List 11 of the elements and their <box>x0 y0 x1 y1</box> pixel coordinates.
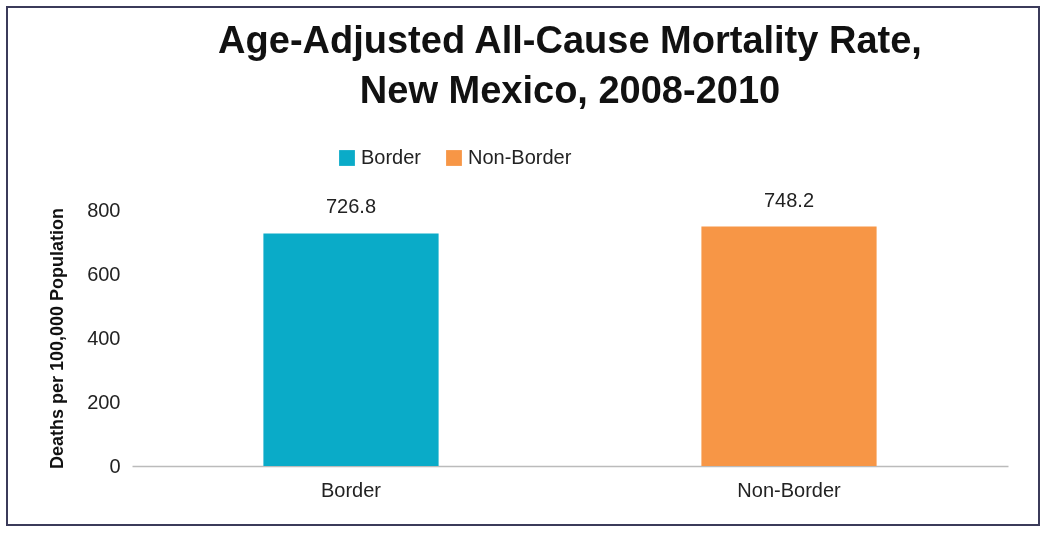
y-tick-label: 400 <box>87 326 121 349</box>
legend-label: Border <box>361 146 422 168</box>
y-tick-label: 0 <box>109 454 121 477</box>
y-axis-title: Deaths per 100,000 Population <box>47 207 68 470</box>
y-tick-label: 600 <box>87 262 121 285</box>
chart-title: Age-Adjusted All-Cause Mortality Rate, New Mexico, 2008-2010 <box>218 18 922 111</box>
data-label: 726.8 <box>325 195 377 218</box>
data-label: 748.2 <box>763 188 815 211</box>
y-tick-label: 200 <box>87 390 121 413</box>
y-tick-label: 800 <box>87 198 121 221</box>
legend-label: Non-Border <box>468 146 572 168</box>
